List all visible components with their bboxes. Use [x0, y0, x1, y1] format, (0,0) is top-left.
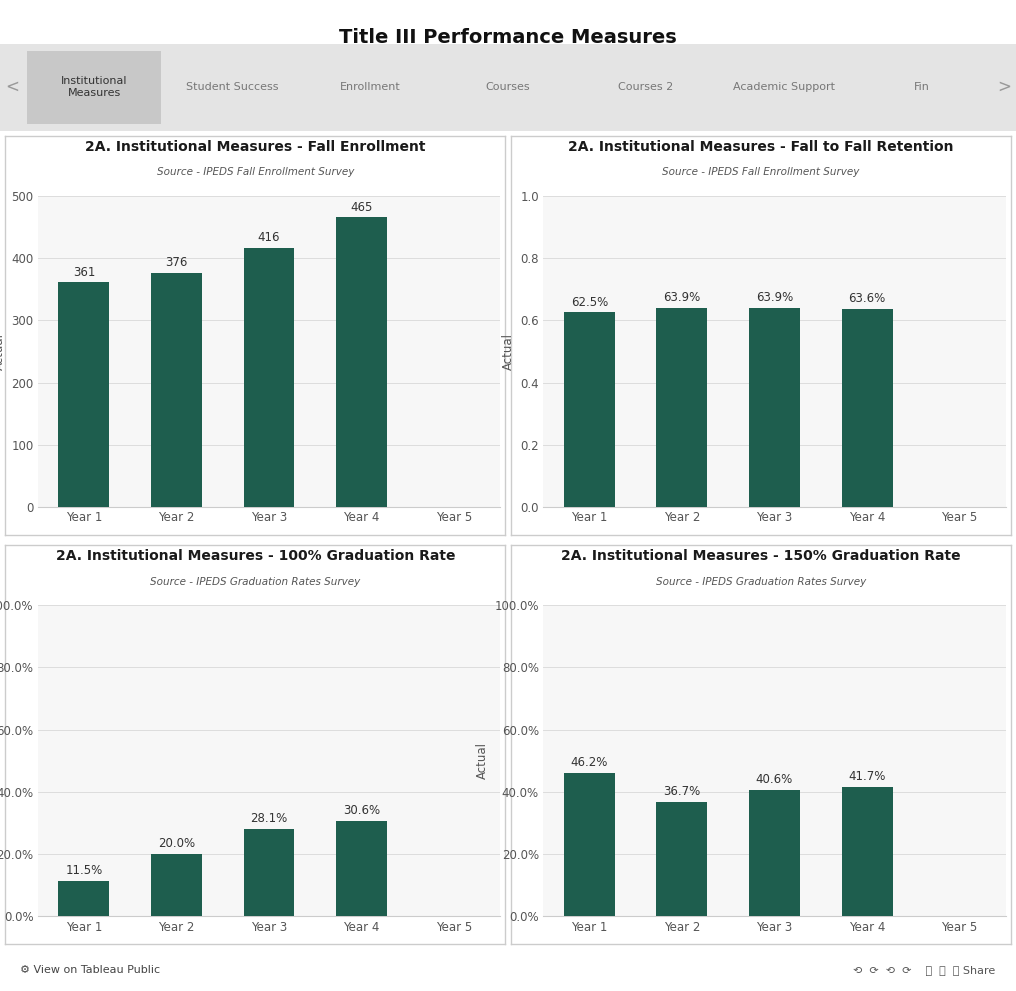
- Text: Courses 2: Courses 2: [619, 82, 674, 92]
- Y-axis label: Actual: Actual: [0, 333, 6, 370]
- Text: 28.1%: 28.1%: [250, 813, 288, 826]
- Bar: [656, 308, 707, 507]
- Y-axis label: Actual: Actual: [502, 333, 515, 370]
- Text: Enrollment: Enrollment: [339, 82, 400, 92]
- Text: Academic Support: Academic Support: [733, 82, 835, 92]
- Text: 416: 416: [258, 231, 280, 244]
- Text: 465: 465: [351, 201, 373, 214]
- Bar: [441, 51, 575, 124]
- Text: 30.6%: 30.6%: [343, 805, 380, 818]
- Text: Source - IPEDS Fall Enrollment Survey: Source - IPEDS Fall Enrollment Survey: [662, 167, 860, 177]
- Text: 2A. Institutional Measures - Fall to Fall Retention: 2A. Institutional Measures - Fall to Fal…: [568, 140, 953, 154]
- Text: 2A. Institutional Measures - 150% Graduation Rate: 2A. Institutional Measures - 150% Gradua…: [561, 549, 960, 563]
- Text: Source - IPEDS Graduation Rates Survey: Source - IPEDS Graduation Rates Survey: [150, 577, 361, 587]
- Bar: [841, 309, 892, 507]
- Text: Source - IPEDS Graduation Rates Survey: Source - IPEDS Graduation Rates Survey: [655, 577, 866, 587]
- Bar: [854, 51, 989, 124]
- Bar: [749, 790, 800, 917]
- Text: 63.6%: 63.6%: [848, 292, 886, 305]
- Bar: [27, 51, 162, 124]
- Bar: [579, 51, 713, 124]
- Y-axis label: Actual: Actual: [475, 742, 489, 779]
- Text: >: >: [997, 78, 1011, 96]
- Text: 376: 376: [166, 257, 188, 270]
- Text: 20.0%: 20.0%: [157, 837, 195, 850]
- Text: 62.5%: 62.5%: [571, 295, 608, 309]
- Text: 63.9%: 63.9%: [663, 291, 701, 304]
- Bar: [244, 248, 295, 507]
- Text: 2A. Institutional Measures - Fall Enrollment: 2A. Institutional Measures - Fall Enroll…: [85, 140, 426, 154]
- Text: Student Success: Student Success: [186, 82, 278, 92]
- Bar: [656, 802, 707, 917]
- Bar: [59, 881, 110, 917]
- Text: 36.7%: 36.7%: [663, 786, 701, 799]
- Text: 41.7%: 41.7%: [848, 770, 886, 783]
- Text: 40.6%: 40.6%: [756, 773, 793, 786]
- Bar: [717, 51, 850, 124]
- Text: 11.5%: 11.5%: [65, 864, 103, 877]
- Text: 361: 361: [73, 266, 96, 278]
- Text: 46.2%: 46.2%: [571, 756, 608, 769]
- Text: 2A. Institutional Measures - 100% Graduation Rate: 2A. Institutional Measures - 100% Gradua…: [56, 549, 455, 563]
- Bar: [564, 773, 615, 917]
- Text: Fin: Fin: [913, 82, 930, 92]
- Bar: [336, 217, 387, 507]
- Text: <: <: [5, 78, 19, 96]
- Text: Courses: Courses: [486, 82, 530, 92]
- Bar: [841, 787, 892, 917]
- Bar: [166, 51, 299, 124]
- Text: 63.9%: 63.9%: [756, 291, 793, 304]
- Bar: [244, 828, 295, 917]
- Bar: [59, 282, 110, 507]
- Bar: [336, 822, 387, 917]
- Bar: [151, 854, 202, 917]
- Text: ⟲  ⟳  ⟲  ⟳    ⬜  ⬜  ⤴ Share: ⟲ ⟳ ⟲ ⟳ ⬜ ⬜ ⤴ Share: [853, 965, 996, 975]
- Text: Institutional
Measures: Institutional Measures: [61, 76, 128, 98]
- Text: Title III Performance Measures: Title III Performance Measures: [339, 28, 677, 47]
- Bar: [749, 308, 800, 507]
- Bar: [303, 51, 437, 124]
- Text: ⚙ View on Tableau Public: ⚙ View on Tableau Public: [20, 965, 161, 975]
- Text: Source - IPEDS Fall Enrollment Survey: Source - IPEDS Fall Enrollment Survey: [156, 167, 354, 177]
- Bar: [151, 273, 202, 507]
- Bar: [564, 312, 615, 507]
